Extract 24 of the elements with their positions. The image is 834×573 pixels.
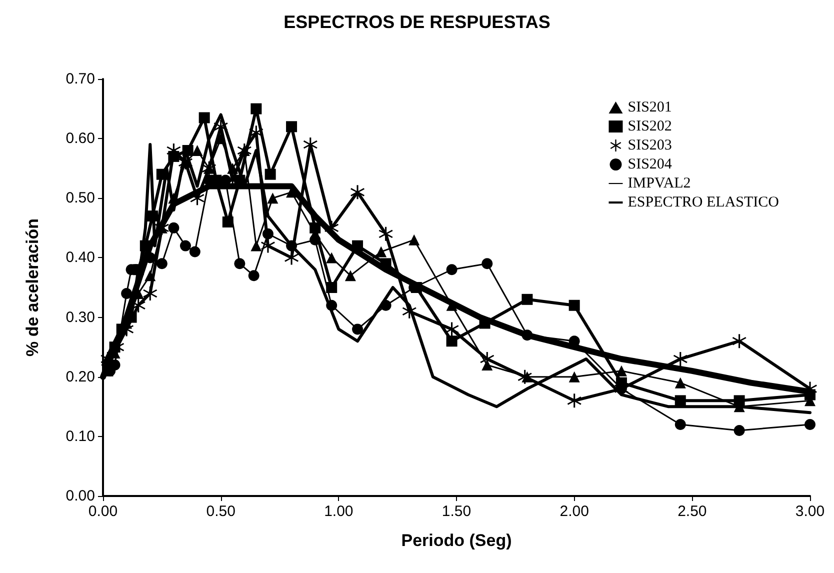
y-tick-label: 0.00 — [66, 488, 95, 504]
legend-label: IMPVAL2 — [628, 176, 691, 192]
x-tick-label: 3.00 — [795, 503, 825, 520]
x-tick-label: 2.00 — [560, 503, 589, 520]
x-tick-label: 2.50 — [678, 503, 707, 520]
y-tick-label: 0.60 — [66, 130, 95, 148]
y-tick-label: 0.20 — [66, 368, 95, 386]
y-tick-label: 0.10 — [66, 428, 95, 445]
y-tick-label: 0.70 — [66, 70, 95, 88]
x-axis-title: Periodo (Seg) — [401, 531, 512, 550]
legend-label: SIS202 — [628, 118, 672, 134]
x-tick-label: 1.00 — [324, 503, 354, 520]
legend-label: SIS201 — [628, 100, 672, 116]
y-axis-title: % de aceleración — [23, 218, 42, 356]
legend-label: ESPECTRO ELASTICO — [628, 194, 780, 210]
legend-label: SIS204 — [628, 156, 672, 172]
legend-label: SIS203 — [628, 138, 672, 154]
x-tick-label: 1.50 — [442, 503, 472, 520]
y-tick-label: 0.30 — [66, 308, 95, 326]
x-tick-label: 0.00 — [88, 503, 118, 520]
y-tick-label: 0.40 — [66, 249, 95, 266]
x-tick-label: 0.50 — [206, 503, 236, 520]
chart-title: ESPECTROS DE RESPUESTAS — [284, 12, 550, 32]
y-tick-label: 0.50 — [66, 190, 95, 207]
